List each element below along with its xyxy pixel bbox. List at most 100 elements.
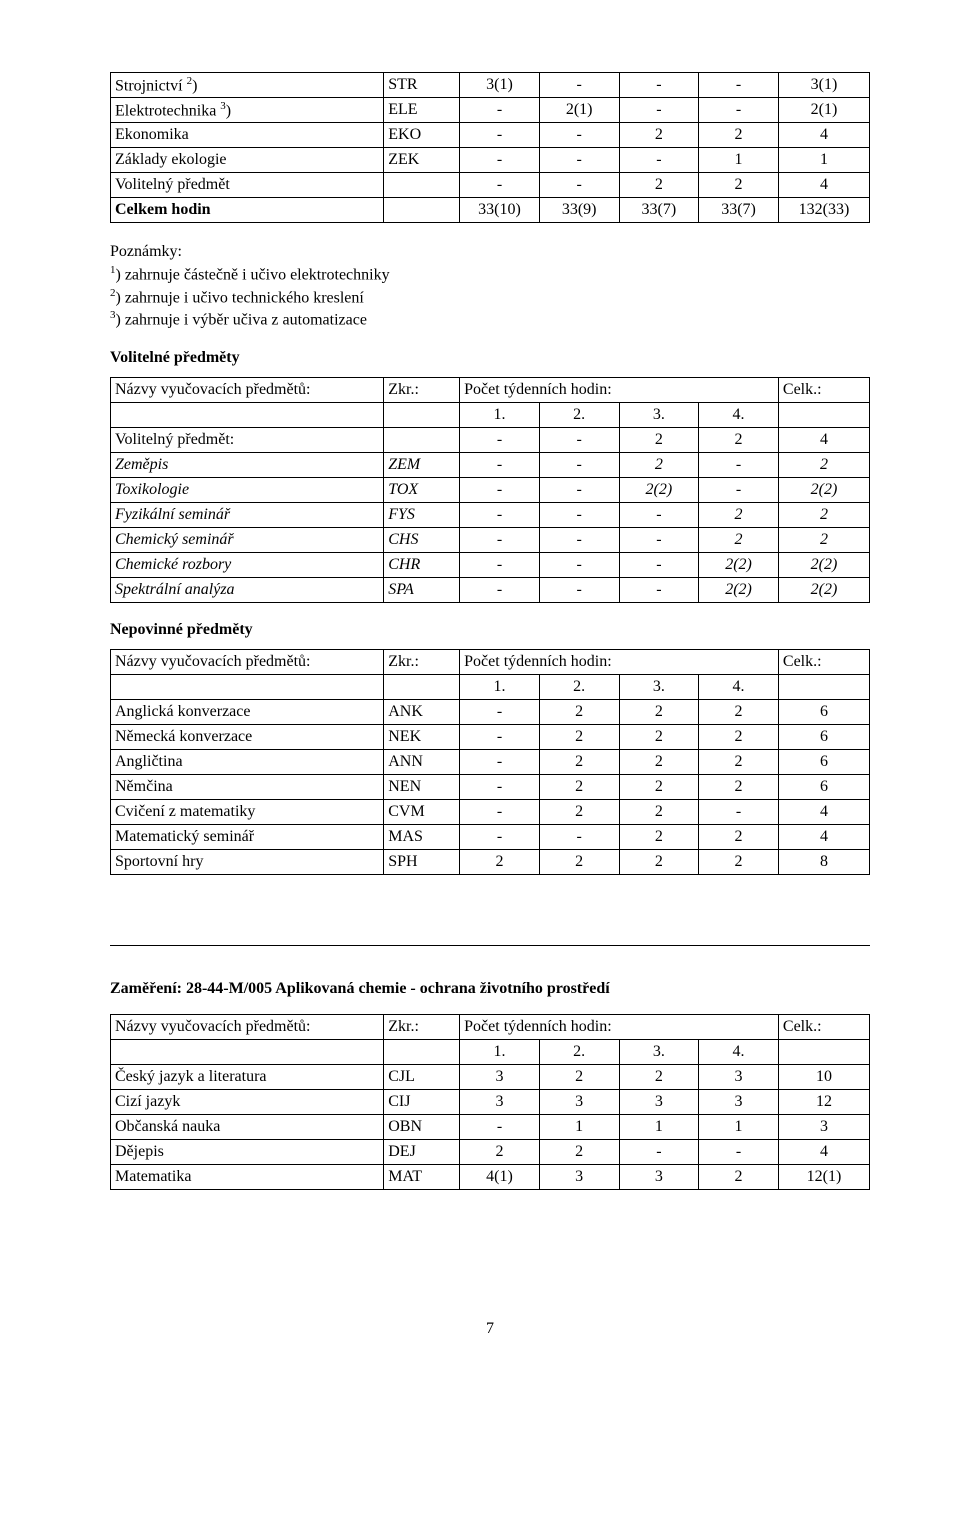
- table-subheader-row: 1.2.3.4.: [111, 1040, 870, 1065]
- cell: 2: [699, 825, 779, 850]
- cell: TOX: [384, 478, 460, 503]
- cell: 2(2): [619, 478, 699, 503]
- cell: [111, 1040, 384, 1065]
- cell: 2: [699, 1165, 779, 1190]
- cell: -: [460, 750, 540, 775]
- cell: 2(2): [699, 578, 779, 603]
- header-year: 2.: [539, 675, 619, 700]
- cell: -: [460, 553, 540, 578]
- cell: 2: [619, 453, 699, 478]
- header-year: 2.: [539, 403, 619, 428]
- cell: EKO: [384, 123, 460, 148]
- header-zkr: Zkr.:: [384, 378, 460, 403]
- table-row: Celkem hodin33(10)33(9)33(7)33(7)132(33): [111, 198, 870, 223]
- cell: [111, 403, 384, 428]
- cell: [384, 428, 460, 453]
- cell: NEN: [384, 775, 460, 800]
- cell: Cizí jazyk: [111, 1090, 384, 1115]
- cell: -: [460, 725, 540, 750]
- table-header-row: Názvy vyučovacích předmětů:Zkr.:Počet tý…: [111, 650, 870, 675]
- cell: 2: [619, 750, 699, 775]
- header-count: Počet týdenních hodin:: [460, 378, 779, 403]
- cell: [384, 198, 460, 223]
- cell: 2: [539, 1140, 619, 1165]
- cell: 2: [699, 700, 779, 725]
- cell: -: [699, 73, 779, 98]
- cell: 2(2): [778, 578, 869, 603]
- header-total: Celk.:: [778, 378, 869, 403]
- cell: 2(2): [699, 553, 779, 578]
- table-row: Volitelný předmět:--224: [111, 428, 870, 453]
- cell: Základy ekologie: [111, 148, 384, 173]
- cell: 2: [539, 800, 619, 825]
- header-year: 1.: [460, 403, 540, 428]
- cell: 12(1): [778, 1165, 869, 1190]
- cell: 2: [619, 1065, 699, 1090]
- table-row: Elektrotechnika 3)ELE-2(1)--2(1): [111, 98, 870, 123]
- cell: 6: [778, 725, 869, 750]
- table-row: ZeměpisZEM--2-2: [111, 453, 870, 478]
- table-row: EkonomikaEKO--224: [111, 123, 870, 148]
- cell: Celkem hodin: [111, 198, 384, 223]
- cell: -: [539, 478, 619, 503]
- cell: 3: [539, 1090, 619, 1115]
- cell: 2: [778, 528, 869, 553]
- cell: 33(7): [699, 198, 779, 223]
- cell: 2: [619, 825, 699, 850]
- cell: Strojnictví 2): [111, 73, 384, 98]
- cell: Anglická konverzace: [111, 700, 384, 725]
- cell: 2: [539, 725, 619, 750]
- table-subheader-row: 1.2.3.4.: [111, 675, 870, 700]
- cell: MAT: [384, 1165, 460, 1190]
- cell: -: [460, 578, 540, 603]
- cell: 2: [619, 775, 699, 800]
- cell: 2: [699, 173, 779, 198]
- header-zkr: Zkr.:: [384, 1015, 460, 1040]
- cell: 132(33): [778, 198, 869, 223]
- cell: 2: [539, 700, 619, 725]
- cell: MAS: [384, 825, 460, 850]
- cell: 3(1): [460, 73, 540, 98]
- cell: 4: [778, 800, 869, 825]
- table-row: Německá konverzaceNEK-2226: [111, 725, 870, 750]
- cell: 2: [699, 775, 779, 800]
- cell: -: [539, 73, 619, 98]
- cell: -: [460, 700, 540, 725]
- header-total: Celk.:: [778, 650, 869, 675]
- table-header-row: Názvy vyučovacích předmětů:Zkr.:Počet tý…: [111, 378, 870, 403]
- cell: 2: [539, 850, 619, 875]
- cell: 4: [778, 1140, 869, 1165]
- cell: -: [539, 453, 619, 478]
- cell: Toxikologie: [111, 478, 384, 503]
- header-year: 3.: [619, 1040, 699, 1065]
- cell: [384, 403, 460, 428]
- cell: [778, 403, 869, 428]
- cell: 6: [778, 700, 869, 725]
- cell: CHS: [384, 528, 460, 553]
- cell: -: [539, 503, 619, 528]
- table-row: AngličtinaANN-2226: [111, 750, 870, 775]
- cell: 2(2): [778, 553, 869, 578]
- note-line: 2) zahrnuje i učivo technického kreslení: [110, 286, 870, 309]
- cell: 2: [699, 503, 779, 528]
- notes-lead: Poznámky:: [110, 241, 870, 263]
- cell: DEJ: [384, 1140, 460, 1165]
- cell: [111, 675, 384, 700]
- cell: 3(1): [778, 73, 869, 98]
- cell: Německá konverzace: [111, 725, 384, 750]
- table-row: ToxikologieTOX--2(2)-2(2): [111, 478, 870, 503]
- cell: -: [460, 503, 540, 528]
- cell: -: [539, 428, 619, 453]
- cell: -: [460, 775, 540, 800]
- cell: 4: [778, 173, 869, 198]
- cell: -: [460, 123, 540, 148]
- cell: 2: [699, 123, 779, 148]
- cell: 2: [619, 725, 699, 750]
- cell: Český jazyk a literatura: [111, 1065, 384, 1090]
- cell: Občanská nauka: [111, 1115, 384, 1140]
- cell: 2: [619, 700, 699, 725]
- cell: -: [460, 800, 540, 825]
- cell: -: [619, 98, 699, 123]
- cell: -: [699, 98, 779, 123]
- cell: -: [460, 148, 540, 173]
